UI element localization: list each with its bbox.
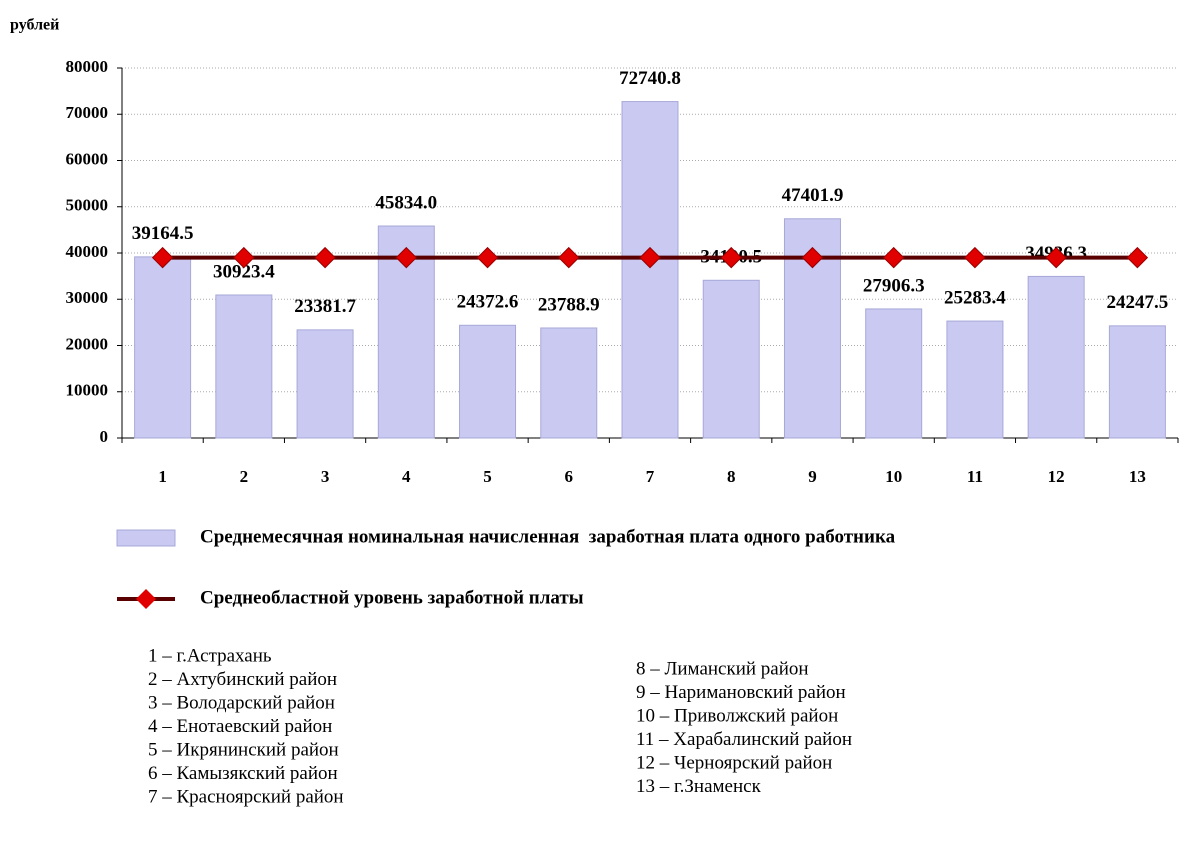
y-tick-label: 50000 bbox=[66, 196, 109, 215]
data-label: 72740.8 bbox=[619, 68, 681, 89]
x-tick-label: 1 bbox=[158, 467, 167, 486]
note: 6 – Камызякский район bbox=[148, 763, 338, 784]
bar bbox=[134, 256, 192, 439]
data-label: 23788.9 bbox=[538, 294, 600, 315]
data-label: 39164.5 bbox=[132, 223, 194, 244]
x-tick-label: 12 bbox=[1048, 467, 1065, 486]
marker bbox=[151, 246, 174, 269]
bar bbox=[459, 324, 517, 439]
marker bbox=[1045, 246, 1067, 269]
data-label: 47401.9 bbox=[782, 185, 844, 206]
bar bbox=[540, 327, 598, 439]
y-tick-label: 30000 bbox=[66, 288, 109, 307]
marker bbox=[801, 246, 824, 269]
data-label: 24247.5 bbox=[1107, 292, 1169, 313]
marker bbox=[1126, 246, 1149, 269]
x-tick-label: 9 bbox=[808, 467, 817, 486]
x-tick-label: 10 bbox=[885, 467, 902, 486]
x-tick-label: 8 bbox=[727, 467, 736, 486]
y-tick-label: 10000 bbox=[66, 381, 109, 400]
y-tick-label: 20000 bbox=[66, 334, 109, 353]
bar bbox=[946, 320, 1004, 439]
bar bbox=[1108, 325, 1166, 439]
legend-label: Среднеобластной уровень заработной платы bbox=[200, 587, 584, 608]
note: 3 – Володарский район bbox=[148, 692, 335, 713]
note: 8 – Лиманский район bbox=[636, 658, 809, 679]
x-tick-label: 7 bbox=[646, 467, 655, 486]
marker bbox=[882, 246, 905, 269]
y-tick-label: 70000 bbox=[66, 103, 109, 122]
marker bbox=[395, 246, 418, 269]
y-tick-label: 0 bbox=[100, 427, 109, 446]
y-tick-label: 80000 bbox=[66, 57, 109, 76]
bar bbox=[296, 329, 354, 439]
data-label: 23381.7 bbox=[294, 296, 356, 317]
marker bbox=[558, 246, 580, 269]
x-tick-label: 4 bbox=[402, 467, 411, 486]
marker bbox=[639, 246, 661, 269]
bar bbox=[621, 101, 679, 439]
data-label: 25283.4 bbox=[944, 287, 1006, 308]
note: 10 – Приволжский район bbox=[636, 705, 838, 726]
y-tick-label: 60000 bbox=[66, 149, 109, 168]
marker bbox=[314, 246, 336, 269]
marker bbox=[964, 246, 986, 269]
legend-swatch bbox=[136, 589, 156, 609]
legend-swatch bbox=[116, 529, 176, 547]
marker bbox=[476, 246, 499, 269]
note: 9 – Наримановский район bbox=[636, 682, 846, 703]
marker bbox=[233, 246, 255, 269]
x-tick-label: 6 bbox=[565, 467, 574, 486]
note: 12 – Черноярский район bbox=[636, 752, 832, 773]
note: 7 – Красноярский район bbox=[148, 786, 344, 807]
data-label: 45834.0 bbox=[375, 192, 437, 213]
data-label: 30923.4 bbox=[213, 261, 275, 282]
y-tick-label: 40000 bbox=[66, 242, 109, 261]
note: 2 – Ахтубинский район bbox=[148, 669, 337, 690]
note: 1 – г.Астрахань bbox=[148, 645, 272, 666]
note: 11 – Харабалинский район bbox=[636, 729, 852, 750]
data-label: 27906.3 bbox=[863, 275, 925, 296]
y-axis-label: рублей bbox=[10, 17, 59, 34]
x-tick-label: 3 bbox=[321, 467, 330, 486]
x-tick-label: 13 bbox=[1129, 467, 1146, 486]
data-label: 24372.6 bbox=[457, 292, 519, 313]
note: 5 – Икрянинский район bbox=[148, 739, 339, 760]
x-tick-label: 11 bbox=[967, 467, 983, 486]
legend-label: Среднемесячная номинальная начисленная з… bbox=[200, 526, 896, 547]
marker bbox=[720, 246, 742, 269]
x-tick-label: 2 bbox=[240, 467, 249, 486]
bar bbox=[1027, 275, 1085, 439]
bar bbox=[702, 279, 760, 439]
note: 4 – Енотаевский район bbox=[148, 716, 332, 737]
note: 13 – г.Знаменск bbox=[636, 776, 762, 797]
x-tick-label: 5 bbox=[483, 467, 492, 486]
bar bbox=[865, 308, 923, 439]
bar bbox=[215, 294, 273, 439]
